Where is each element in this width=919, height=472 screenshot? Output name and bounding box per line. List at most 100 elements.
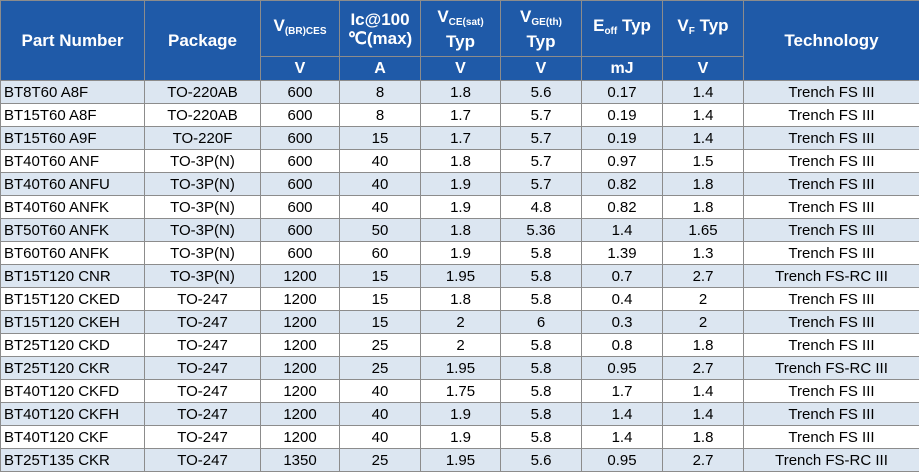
ic-cell: 40 [340, 403, 421, 426]
package-cell: TO-247 [145, 334, 261, 357]
vcesat-cell: 1.7 [421, 127, 501, 150]
vcesat-cell: 1.9 [421, 196, 501, 219]
part-number-cell: BT15T120 CNR [1, 265, 145, 288]
vcesat-cell: 1.95 [421, 449, 501, 472]
technology-cell: Trench FS III [744, 334, 919, 357]
vgeth-cell: 5.8 [501, 265, 582, 288]
part-number-cell: BT40T60 ANF [1, 150, 145, 173]
vbrces-cell: 600 [261, 196, 340, 219]
part-number-cell: BT25T120 CKD [1, 334, 145, 357]
package-cell: TO-247 [145, 288, 261, 311]
ic-cell: 15 [340, 288, 421, 311]
eoff-cell: 0.95 [582, 449, 663, 472]
package-cell: TO-247 [145, 311, 261, 334]
col-header-eoff: Eoff Typ [582, 1, 663, 57]
package-cell: TO-3P(N) [145, 265, 261, 288]
part-number-cell: BT50T60 ANFK [1, 219, 145, 242]
ic-cell: 8 [340, 104, 421, 127]
technology-cell: Trench FS-RC III [744, 449, 919, 472]
package-cell: TO-247 [145, 426, 261, 449]
col-header-ic: Ic@100℃(max) [340, 1, 421, 57]
unit-vbrces: V [261, 57, 340, 81]
unit-eoff: mJ [582, 57, 663, 81]
technology-cell: Trench FS III [744, 173, 919, 196]
technology-cell: Trench FS III [744, 127, 919, 150]
package-cell: TO-247 [145, 403, 261, 426]
eoff-cell: 1.7 [582, 380, 663, 403]
part-number-cell: BT40T60 ANFK [1, 196, 145, 219]
eoff-cell: 0.82 [582, 173, 663, 196]
vbrces-cell: 1200 [261, 334, 340, 357]
vcesat-cell: 1.8 [421, 219, 501, 242]
vcesat-cell: 1.9 [421, 242, 501, 265]
vgeth-cell: 4.8 [501, 196, 582, 219]
col-header-package: Package [145, 1, 261, 81]
vbrces-cell: 600 [261, 127, 340, 150]
package-cell: TO-247 [145, 449, 261, 472]
vf-cell: 1.4 [663, 81, 744, 104]
col-header-vcesat: VCE(sat)Typ [421, 1, 501, 57]
vbrces-cell: 600 [261, 219, 340, 242]
vgeth-cell: 5.7 [501, 150, 582, 173]
technology-cell: Trench FS III [744, 219, 919, 242]
unit-vcesat: V [421, 57, 501, 81]
technology-cell: Trench FS-RC III [744, 357, 919, 380]
technology-cell: Trench FS III [744, 196, 919, 219]
technology-cell: Trench FS III [744, 311, 919, 334]
ic-cell: 15 [340, 127, 421, 150]
eoff-cell: 0.7 [582, 265, 663, 288]
technology-cell: Trench FS III [744, 242, 919, 265]
ic-cell: 25 [340, 334, 421, 357]
eoff-cell: 0.19 [582, 104, 663, 127]
vbrces-cell: 600 [261, 104, 340, 127]
part-number-cell: BT15T60 A8F [1, 104, 145, 127]
ic-cell: 25 [340, 449, 421, 472]
technology-cell: Trench FS III [744, 81, 919, 104]
vf-cell: 1.8 [663, 196, 744, 219]
unit-ic: A [340, 57, 421, 81]
vf-cell: 1.65 [663, 219, 744, 242]
vf-cell: 1.3 [663, 242, 744, 265]
package-cell: TO-3P(N) [145, 242, 261, 265]
eoff-cell: 0.82 [582, 196, 663, 219]
vcesat-cell: 1.8 [421, 288, 501, 311]
vgeth-cell: 5.8 [501, 334, 582, 357]
vgeth-cell: 5.8 [501, 357, 582, 380]
vf-cell: 2 [663, 311, 744, 334]
vcesat-cell: 1.95 [421, 265, 501, 288]
technology-cell: Trench FS III [744, 104, 919, 127]
vcesat-cell: 1.9 [421, 403, 501, 426]
vcesat-cell: 1.95 [421, 357, 501, 380]
vbrces-cell: 1200 [261, 357, 340, 380]
header-row: Part Number Package V(BR)CES Ic@100℃(max… [1, 1, 919, 57]
vf-cell: 1.8 [663, 173, 744, 196]
part-number-cell: BT60T60 ANFK [1, 242, 145, 265]
vgeth-cell: 5.6 [501, 81, 582, 104]
vcesat-cell: 2 [421, 311, 501, 334]
vgeth-cell: 5.8 [501, 403, 582, 426]
ic-cell: 50 [340, 219, 421, 242]
part-number-cell: BT25T120 CKR [1, 357, 145, 380]
col-header-vgeth: VGE(th)Typ [501, 1, 582, 57]
vgeth-cell: 5.7 [501, 104, 582, 127]
technology-cell: Trench FS III [744, 150, 919, 173]
ic-cell: 40 [340, 426, 421, 449]
vcesat-cell: 1.9 [421, 426, 501, 449]
unit-vgeth: V [501, 57, 582, 81]
package-cell: TO-220F [145, 127, 261, 150]
package-cell: TO-3P(N) [145, 173, 261, 196]
vcesat-cell: 1.75 [421, 380, 501, 403]
vbrces-cell: 1200 [261, 265, 340, 288]
vbrces-cell: 1200 [261, 288, 340, 311]
vf-cell: 2.7 [663, 357, 744, 380]
vcesat-cell: 1.8 [421, 150, 501, 173]
